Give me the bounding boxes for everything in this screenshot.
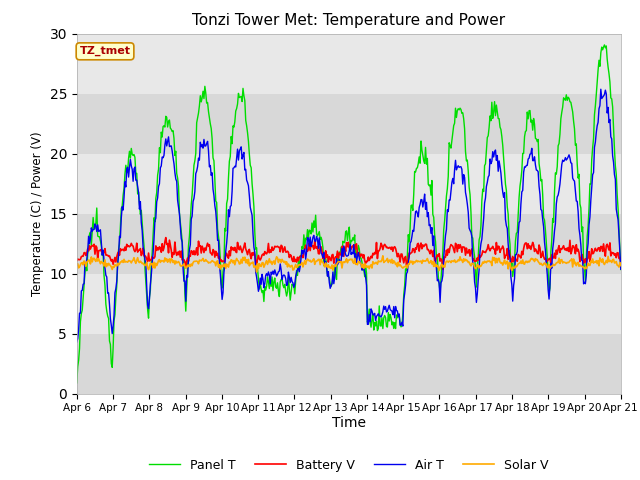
Panel T	[617, 266, 625, 272]
Bar	[77, 94, 621, 154]
Solar V	[73, 262, 81, 267]
Y-axis label: Temperature (C) / Power (V): Temperature (C) / Power (V)	[31, 132, 44, 296]
Battery V	[320, 251, 328, 257]
Bar	[77, 274, 621, 334]
Battery V	[484, 242, 492, 248]
Bar	[77, 214, 621, 274]
Solar V	[617, 263, 625, 268]
Battery V	[617, 259, 625, 265]
Line: Battery V: Battery V	[77, 238, 621, 269]
Battery V	[170, 252, 178, 257]
Air T	[213, 220, 221, 226]
Panel T	[319, 245, 327, 251]
Air T	[483, 184, 490, 190]
Solar V	[320, 262, 328, 267]
Legend: Panel T, Battery V, Air T, Solar V: Panel T, Battery V, Air T, Solar V	[144, 454, 554, 477]
Solar V	[438, 262, 445, 267]
Battery V	[437, 256, 445, 262]
Battery V	[162, 235, 170, 240]
Battery V	[73, 258, 81, 264]
Panel T	[436, 289, 444, 295]
Panel T	[483, 147, 490, 153]
Battery V	[439, 266, 447, 272]
Bar	[77, 334, 621, 394]
Battery V	[214, 251, 221, 256]
Air T	[169, 155, 177, 161]
Panel T	[73, 380, 81, 386]
Solar V	[213, 259, 221, 264]
Panel T	[394, 315, 401, 321]
Line: Air T: Air T	[77, 89, 621, 342]
Solar V	[379, 253, 387, 259]
Panel T	[169, 128, 177, 133]
Air T	[73, 339, 81, 345]
Air T	[319, 254, 327, 260]
Panel T	[213, 200, 221, 205]
Title: Tonzi Tower Met: Temperature and Power: Tonzi Tower Met: Temperature and Power	[192, 13, 506, 28]
Solar V	[396, 263, 403, 269]
Solar V	[484, 259, 492, 264]
Line: Panel T: Panel T	[77, 45, 621, 383]
Air T	[436, 300, 444, 305]
Air T	[597, 86, 605, 92]
Panel T	[600, 42, 608, 48]
Bar	[77, 154, 621, 214]
Air T	[394, 308, 401, 314]
Bar	[77, 34, 621, 94]
Battery V	[394, 251, 402, 256]
Text: TZ_tmet: TZ_tmet	[79, 46, 131, 57]
X-axis label: Time: Time	[332, 416, 366, 430]
Air T	[617, 266, 625, 272]
Line: Solar V: Solar V	[77, 256, 621, 272]
Solar V	[169, 260, 177, 265]
Solar V	[253, 269, 260, 275]
